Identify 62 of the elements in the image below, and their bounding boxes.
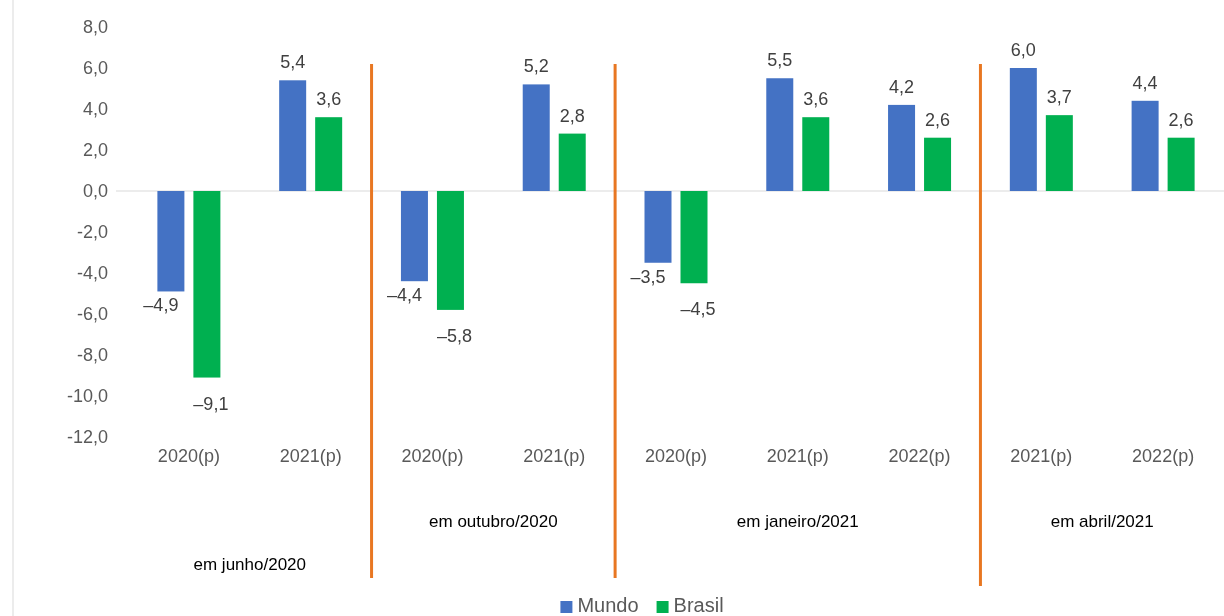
bar — [1045, 115, 1073, 191]
data-label: –3,5 — [630, 266, 666, 287]
bar — [157, 191, 185, 292]
text: em abril/2021 — [1050, 512, 1154, 531]
bar — [315, 117, 343, 191]
data-label: 4,4 — [1132, 72, 1158, 93]
x-tick-label: 2022(p) — [888, 445, 951, 466]
x-tick-label: 2020(p) — [401, 445, 464, 466]
text: em janeiro/2021 — [736, 512, 859, 531]
data-label: 3,7 — [1046, 87, 1072, 108]
y-tick-label: 0,0 — [82, 181, 108, 202]
x-tick-label: 2022(p) — [1132, 445, 1195, 466]
data-label: 3,6 — [803, 89, 829, 110]
data-label: 2,6 — [1168, 109, 1194, 130]
bar — [436, 191, 464, 310]
data-label: 6,0 — [1010, 40, 1036, 60]
data-label: 4,2 — [889, 76, 915, 97]
data-label: 5,2 — [523, 56, 549, 77]
y-tick-label: -12,0 — [66, 427, 108, 448]
x-tick-label: 2020(p) — [157, 445, 220, 466]
bar — [1167, 137, 1195, 191]
data-label: 2,8 — [559, 105, 585, 126]
y-tick-label: -2,0 — [76, 222, 108, 243]
y-tick-label: -6,0 — [76, 304, 108, 325]
bar — [680, 191, 708, 284]
bar — [522, 84, 550, 191]
bar — [644, 191, 672, 263]
y-tick-label: 4,0 — [82, 99, 108, 120]
bar — [558, 133, 586, 191]
legend-label: Mundo — [577, 594, 639, 616]
bar — [924, 137, 952, 191]
data-label: –5,8 — [436, 325, 472, 346]
data-label: –9,1 — [193, 393, 229, 414]
bar — [279, 80, 307, 191]
data-label: –4,4 — [386, 285, 422, 306]
data-label: 3,6 — [316, 89, 342, 110]
x-tick-label: 2021(p) — [766, 445, 829, 466]
y-tick-label: 8,0 — [82, 17, 108, 38]
y-tick-label: -10,0 — [66, 386, 108, 407]
bar — [193, 191, 221, 378]
data-label: 5,4 — [280, 52, 306, 73]
x-tick-label: 2021(p) — [523, 445, 586, 466]
data-label: 2,6 — [925, 109, 951, 130]
y-tick-label: 6,0 — [82, 58, 108, 79]
y-tick-label: -8,0 — [76, 345, 108, 366]
bar — [400, 191, 428, 282]
bar — [766, 78, 794, 191]
data-label: 5,5 — [767, 50, 793, 71]
y-tick-label: -4,0 — [76, 263, 108, 284]
x-tick-label: 2021(p) — [1010, 445, 1073, 466]
text: em outubro/2020 — [429, 512, 558, 531]
legend-label: Brasil — [673, 594, 724, 616]
data-label: –4,5 — [680, 299, 716, 320]
y-tick-label: 2,0 — [82, 140, 108, 161]
text: em junho/2020 — [193, 555, 307, 574]
bar — [802, 117, 830, 191]
x-tick-label: 2021(p) — [279, 445, 342, 466]
x-tick-label: 2020(p) — [644, 445, 708, 466]
bar — [1009, 68, 1037, 191]
data-label: –4,9 — [143, 295, 179, 316]
bar — [1131, 100, 1159, 191]
bar — [888, 104, 916, 191]
